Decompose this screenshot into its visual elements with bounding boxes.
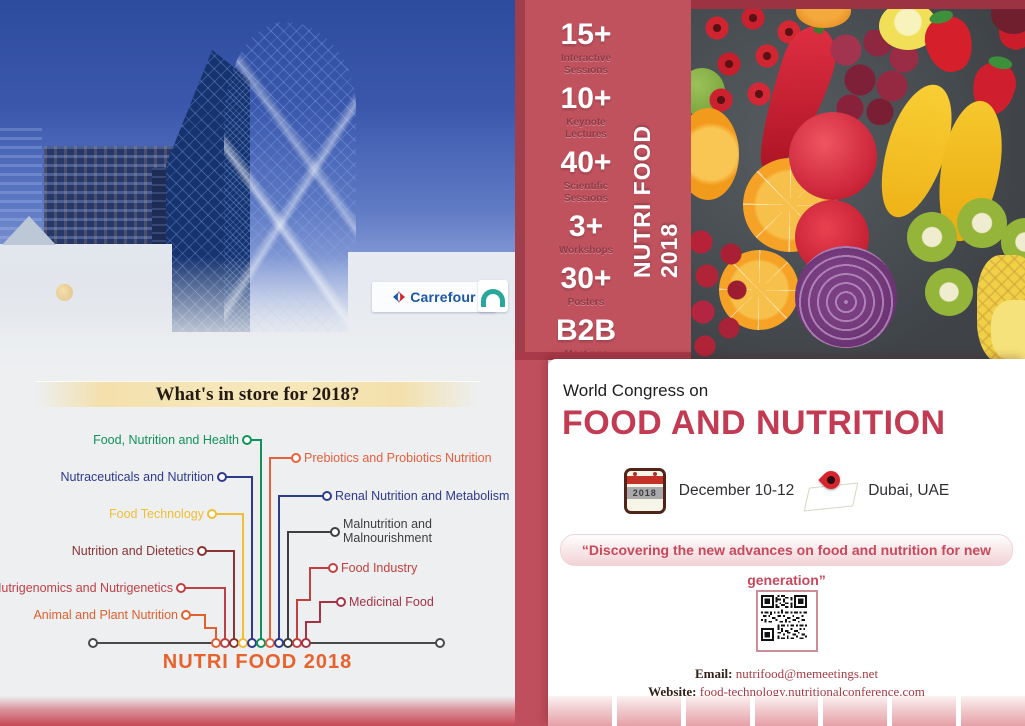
strawberry-cap [987,54,1014,72]
calendar-icon: 2018 [623,467,666,514]
stats-band: 15+ Interactive Sessions 10+ Keynote Lec… [515,0,691,360]
stat-value: 40+ [560,146,612,179]
map-pin-icon [803,466,859,513]
website-line: Website: food-technology.nutritionalconf… [548,683,1025,701]
stat-label: Workshops [558,245,614,256]
orange-wedge-shape [691,108,739,200]
topic-renal-nutrition: Renal Nutrition and Metabolism [335,489,510,503]
topic-food-technology: Food Technology [109,507,204,521]
street-level [0,332,515,378]
date-location-row: 2018 December 10-12 Dubai, UAE [548,466,1025,514]
cranberries-shape [691,228,765,360]
kicker-text: World Congress on [563,381,709,400]
kiwi-slice-shape [957,198,1007,248]
photo-top-maroon-strip [691,0,1025,9]
footer-bars [548,696,1025,726]
stat-b2b-meetings: B2B Meetings [527,316,645,361]
venue-photo: Carrefour [0,0,515,378]
right-panel: 15+ Interactive Sessions 10+ Keynote Lec… [515,0,1025,726]
calendar-ring [652,471,657,476]
conference-location: Dubai, UAE [868,481,950,499]
stat-value: 30+ [560,262,612,295]
fruits-vegetables-photo [691,0,1025,360]
pineapple-shape [991,300,1025,360]
footer-bar [823,696,888,726]
topic-prebiotics-probiotics: Prebiotics and Probiotics Nutrition [304,451,492,465]
strawberry-cap [928,8,955,26]
left-panel: Carrefour What's in store for 2018? [0,0,515,726]
stat-workshops: 3+ Workshops [527,212,645,257]
email-value[interactable]: nutrifood@memeetings.net [735,665,879,681]
contact-block: Email: nutrifood@memeetings.net Website:… [548,665,1025,701]
website-label: Website: [648,683,697,699]
tagline-banner: “Discovering the new advances on food an… [560,533,1013,588]
footer-bar [961,696,1025,726]
calendar-ring [632,471,637,476]
footer-bar [892,696,957,726]
stat-scientific-sessions: 40+ Scientific Sessions [527,148,645,205]
stat-label: Scientific Sessions [563,181,609,204]
gold-emblem [56,284,73,301]
conference-title: FOOD AND NUTRITION [562,404,946,442]
qr-code [755,589,818,652]
topic-map-lines [88,435,445,648]
footer-bar [548,696,612,726]
store-banner: What's in store for 2018? [35,381,480,407]
stat-label: Posters [567,297,605,308]
glass-tower-main [224,22,356,354]
carrefour-logo-icon [393,291,406,303]
vertical-conference-title: NUTRI FOOD 2018 [629,124,682,278]
kiwi-slice-shape [925,268,973,316]
topic-food-industry: Food Industry [341,561,418,575]
conference-details-card: World Congress on FOOD AND NUTRITION 201… [548,359,1025,726]
footer-bar [754,696,819,726]
topic-nutrition-dietetics: Nutrition and Dietetics [71,544,194,558]
email-line: Email: nutrifood@memeetings.net [548,665,1025,683]
topic-nutraceuticals: Nutraceuticals and Nutrition [60,470,214,484]
topic-malnutrition: Malnutrition and Malnourishment [343,517,432,546]
kiwi-slice-shape [907,212,957,262]
stats-list: 15+ Interactive Sessions 10+ Keynote Lec… [527,20,645,361]
stat-keynote-lectures: 10+ Keynote Lectures [527,84,645,141]
calendar-year: 2018 [626,486,663,499]
stat-value: B2B [555,314,616,347]
stat-value: 10+ [560,82,612,115]
bottom-red-fade [0,696,515,726]
topic-food-nutrition-health: Food, Nutrition and Health [93,433,239,447]
footer-bar [685,696,750,726]
topic-animal-plant-nutrition: Animal and Plant Nutrition [33,608,178,622]
stat-value: 3+ [568,210,604,243]
email-label: Email: [694,665,733,681]
mall-logo [478,280,508,312]
mall-logo-arch-icon [481,289,505,307]
glass-pyramid-roof [2,216,56,245]
stat-posters: 30+ Posters [527,264,645,309]
topic-medicinal-food: Medicinal Food [349,595,434,609]
website-value[interactable]: food-technology.nutritionalconference.co… [699,683,925,699]
topic-nutrigenomics: Nutrigenomics and Nutrigenetics [0,581,173,595]
stat-label: Keynote Lectures [565,117,607,140]
footer-bar [616,696,681,726]
conference-dates: December 10-12 [678,481,795,499]
mindmap-title: NUTRI FOOD 2018 [162,651,353,673]
stat-interactive-sessions: 15+ Interactive Sessions [527,20,645,77]
calendar-red-band [626,475,663,484]
stat-value: 15+ [560,18,612,51]
red-cabbage-shape [795,246,897,348]
red-plum-shape [789,112,877,200]
carrefour-sign-label: Carrefour [410,289,476,305]
stat-label: Interactive Sessions [560,53,612,76]
